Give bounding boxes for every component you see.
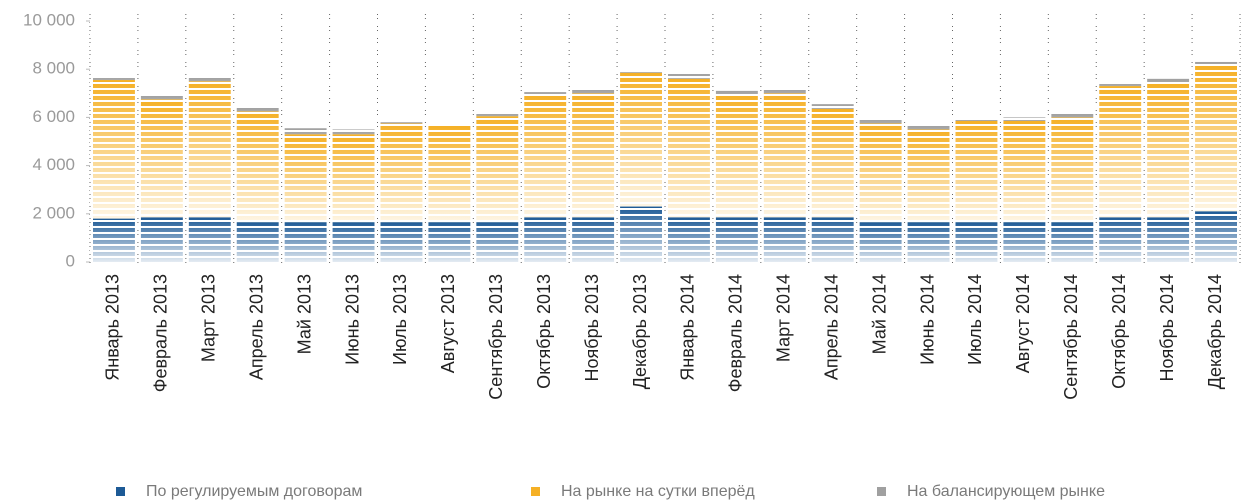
y-tick-label: 0 [66,251,75,270]
legend-label: На балансирующем рынке [907,483,1105,500]
x-tick-label: Январь 2013 [103,274,123,381]
x-tick-label: Октябрь 2014 [1109,274,1129,389]
x-tick-label: Март 2014 [774,274,794,362]
x-tick-label: Июль 2014 [965,274,985,365]
x-tick-label: Январь 2014 [678,274,698,381]
legend-label: По регулируемым договорам [146,483,362,500]
x-tick-label: Декабрь 2013 [630,274,650,389]
y-tick-label: 8 000 [32,59,75,78]
x-tick-label: Октябрь 2013 [534,274,554,389]
x-tick-label: Август 2014 [1013,274,1033,373]
x-tick-label: Февраль 2014 [726,274,746,392]
x-tick-label: Март 2013 [199,274,219,362]
x-tick-label: Апрель 2013 [246,274,266,380]
y-tick-label: 2 000 [32,203,75,222]
legend-swatch [877,487,886,496]
x-tick-label: Июнь 2014 [917,274,937,365]
x-tick-label: Июль 2013 [390,274,410,365]
x-tick-label: Май 2013 [294,274,314,354]
y-tick-label: 6 000 [32,107,75,126]
x-tick-label: Сентябрь 2014 [1061,274,1081,400]
x-tick-label: Май 2014 [869,274,889,354]
x-tick-label: Февраль 2013 [151,274,171,392]
x-tick-label: Ноябрь 2014 [1157,274,1177,382]
y-tick-label: 4 000 [32,155,75,174]
x-tick-label: Декабрь 2014 [1205,274,1225,389]
stripes [90,21,1240,262]
x-tick-label: Ноябрь 2013 [582,274,602,382]
legend-swatch [116,487,125,496]
y-tick-label: 10 000 [23,10,75,29]
x-tick-label: Сентябрь 2013 [486,274,506,400]
legend-swatch [531,487,540,496]
legend-label: На рынке на сутки вперёд [561,483,755,500]
x-tick-label: Апрель 2014 [821,274,841,380]
x-tick-label: Август 2013 [438,274,458,373]
x-tick-label: Июнь 2013 [342,274,362,365]
